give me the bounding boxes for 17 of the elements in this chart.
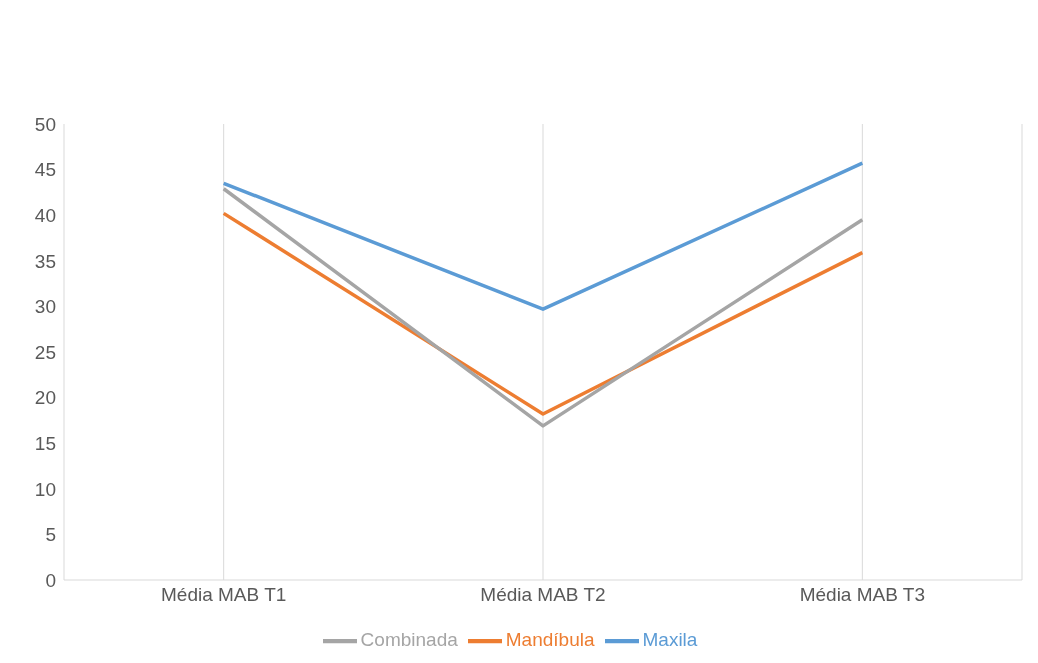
y-tick-label: 10: [34, 478, 56, 500]
y-tick-label: 50: [34, 113, 56, 135]
x-tick-label: Média MAB T3: [799, 584, 925, 606]
legend-label: Maxila: [642, 629, 698, 651]
y-tick-label: 45: [34, 159, 56, 181]
y-tick-label: 20: [34, 387, 56, 409]
y-tick-label: 5: [45, 524, 56, 546]
y-tick-label: 35: [34, 250, 56, 272]
y-tick-label: 15: [34, 432, 56, 454]
legend-label: Mandíbula: [505, 629, 595, 651]
legend-label: Combinada: [360, 629, 458, 651]
y-tick-label: 30: [34, 296, 56, 318]
x-tick-label: Média MAB T1: [161, 584, 287, 606]
x-tick-label: Média MAB T2: [480, 584, 606, 606]
y-tick-label: 0: [45, 569, 56, 591]
y-tick-label: 40: [34, 204, 56, 226]
y-tick-label: 25: [34, 341, 56, 363]
